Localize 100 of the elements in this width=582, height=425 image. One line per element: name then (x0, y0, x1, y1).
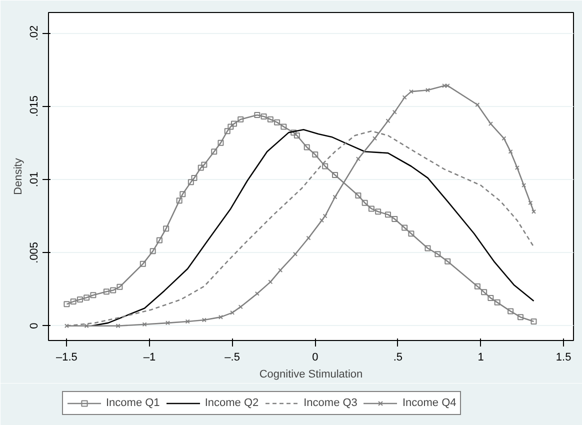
point (319, 218, 324, 223)
point (322, 214, 328, 218)
x-tick-label: –.5 (224, 352, 240, 364)
point (362, 200, 368, 206)
point (201, 162, 208, 168)
point (444, 258, 451, 264)
point (116, 324, 120, 328)
legend-label: Income Q4 (402, 396, 456, 410)
point (372, 136, 378, 141)
point (392, 216, 398, 222)
point (238, 304, 243, 310)
point (76, 296, 83, 302)
point (424, 245, 431, 252)
point (290, 130, 297, 136)
x-tick-label: .5 (393, 352, 403, 364)
point (280, 124, 287, 130)
point (355, 192, 362, 199)
point (211, 148, 218, 155)
point (176, 198, 182, 204)
y-tick-label: 0 (28, 322, 40, 329)
point (402, 95, 407, 100)
point (198, 164, 204, 171)
point (140, 260, 146, 267)
point (268, 280, 273, 284)
point (254, 291, 260, 296)
point (165, 320, 170, 326)
point (475, 102, 480, 108)
point (508, 308, 514, 314)
point (150, 248, 156, 254)
point (530, 318, 537, 324)
y-tick-label: .005 (28, 242, 40, 264)
point (293, 252, 298, 256)
y-tick-label: .01 (28, 172, 40, 188)
point (522, 183, 526, 188)
x-tick-label: –1.5 (56, 352, 78, 364)
point (185, 319, 190, 324)
point (70, 298, 76, 305)
point (322, 163, 328, 170)
point (254, 112, 260, 118)
legend-label: Income Q3 (304, 396, 358, 410)
point (238, 116, 244, 122)
point (163, 226, 170, 232)
point (103, 288, 110, 295)
point (142, 322, 147, 327)
point (332, 194, 338, 200)
point (474, 283, 480, 290)
point (368, 206, 374, 212)
point (488, 122, 493, 126)
point (304, 144, 310, 150)
point (502, 136, 506, 141)
point (260, 113, 267, 120)
point (230, 120, 237, 127)
point (386, 118, 390, 124)
point (202, 318, 206, 322)
legend-label: Income Q1 (106, 396, 160, 410)
y-tick-label: .015 (28, 95, 40, 117)
point (408, 230, 414, 237)
point (514, 165, 520, 170)
point (375, 208, 382, 215)
point (402, 224, 408, 231)
point (294, 132, 300, 138)
x-tick-label: 1 (478, 352, 484, 364)
point (518, 314, 524, 320)
point (228, 124, 234, 130)
point (84, 324, 89, 328)
x-axis-title: Cognitive Stimulation (259, 368, 363, 380)
point (332, 172, 338, 178)
point (116, 284, 123, 290)
point (90, 292, 96, 298)
point (434, 251, 441, 258)
point (230, 310, 235, 315)
point (356, 156, 360, 162)
point (218, 314, 224, 320)
point (306, 236, 311, 240)
x-tick-label: 0 (312, 352, 318, 364)
point (425, 88, 430, 92)
legend-label: Income Q2 (204, 396, 259, 410)
point (312, 152, 318, 158)
x-tick-label: 1.5 (556, 352, 572, 364)
point (481, 289, 488, 296)
point (408, 89, 414, 94)
point (64, 301, 70, 308)
y-axis-title: Density (12, 158, 24, 195)
point (274, 119, 280, 126)
point (180, 191, 186, 198)
point (508, 149, 513, 154)
point (188, 179, 194, 186)
x-tick-label: –1 (143, 352, 156, 364)
point (385, 212, 392, 218)
point (156, 237, 162, 244)
point (84, 294, 90, 301)
point (488, 295, 494, 302)
point (494, 299, 500, 306)
y-tick-label: .02 (28, 25, 40, 41)
point (392, 110, 397, 114)
point (267, 116, 274, 122)
point (110, 287, 116, 294)
point (224, 128, 230, 134)
point (218, 140, 224, 146)
point (278, 268, 283, 272)
